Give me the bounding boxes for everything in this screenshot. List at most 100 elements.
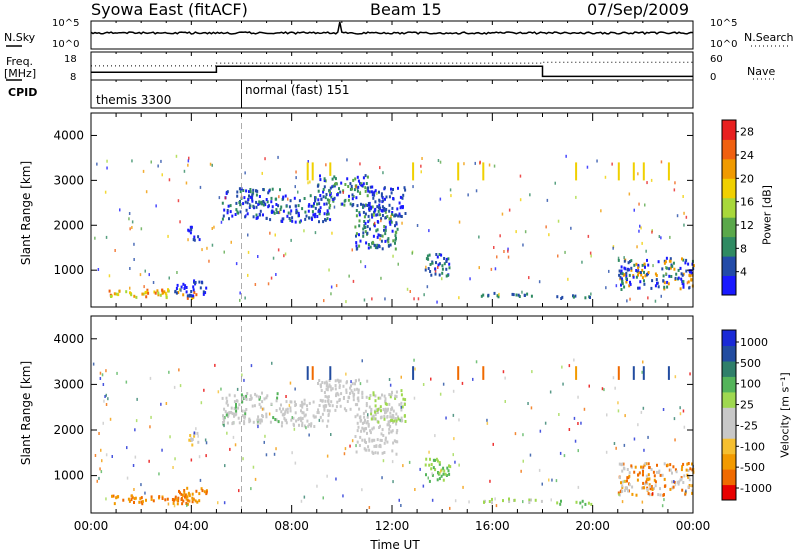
- power-cell: [590, 292, 592, 296]
- velocity-cell: [257, 415, 260, 419]
- power-cell: [129, 286, 131, 290]
- velocity-cell: [404, 398, 407, 402]
- power-cell: [378, 245, 381, 249]
- velocity-cell: [365, 402, 368, 405]
- power-ytick-label: 4000: [53, 128, 84, 142]
- power-cell: [354, 177, 357, 181]
- station-title: Syowa East (fitACF): [91, 0, 248, 19]
- power-cell: [441, 277, 443, 281]
- velocity-cell: [283, 412, 286, 416]
- velocity-cell: [606, 413, 608, 417]
- velocity-cell: [167, 502, 170, 506]
- velocity-streak: [306, 366, 309, 380]
- power-cell: [383, 186, 386, 190]
- power-cell: [538, 280, 541, 284]
- velocity-cell: [264, 434, 266, 438]
- power-cell: [663, 287, 666, 291]
- power-cell: [187, 163, 189, 167]
- power-streak: [617, 162, 620, 181]
- velocity-cell: [101, 373, 104, 377]
- velocity-cell: [393, 419, 396, 423]
- power-cell: [271, 187, 274, 191]
- velocity-cell: [443, 469, 446, 473]
- power-cell: [358, 233, 360, 237]
- velocity-cell: [691, 468, 694, 472]
- velocity-cell: [133, 497, 136, 501]
- velocity-cell: [285, 421, 288, 425]
- power-cell: [660, 160, 663, 164]
- power-cell: [627, 268, 630, 272]
- velocity-cell: [105, 369, 107, 373]
- power-cell: [297, 211, 300, 215]
- velocity-cell: [366, 431, 368, 435]
- power-cell: [252, 215, 255, 219]
- velocity-cell: [238, 421, 241, 425]
- power-cell: [251, 199, 254, 203]
- velocity-cell: [186, 503, 188, 507]
- velocity-cell: [323, 381, 326, 385]
- power-cell: [298, 220, 301, 224]
- power-cell: [366, 204, 369, 207]
- velocity-cell: [349, 407, 352, 411]
- power-cell: [394, 238, 397, 242]
- power-colorbar-segment: [722, 256, 736, 276]
- power-cell: [385, 195, 388, 199]
- velocity-cell: [387, 407, 390, 411]
- velocity-cell: [261, 400, 264, 404]
- power-cell: [600, 209, 602, 213]
- power-cell: [567, 277, 569, 281]
- velocity-cell: [384, 411, 386, 415]
- power-cell: [376, 243, 379, 247]
- power-cell: [391, 213, 393, 216]
- velocity-cell: [635, 493, 638, 497]
- power-cell: [682, 195, 684, 198]
- velocity-cell: [204, 438, 207, 442]
- power-cell: [399, 195, 402, 199]
- velocity-cell: [338, 384, 341, 388]
- velocity-cell: [186, 502, 189, 506]
- velocity-cell: [356, 387, 359, 391]
- velocity-cell: [555, 479, 558, 483]
- velocity-colorbar-segment: [722, 453, 736, 470]
- velocity-colorbar-tick-label: 1000: [740, 336, 768, 349]
- power-cell: [380, 209, 383, 213]
- power-cell: [658, 235, 661, 238]
- power-cell: [518, 295, 521, 298]
- power-cell: [368, 218, 371, 222]
- velocity-cell: [649, 484, 652, 488]
- velocity-cell: [226, 399, 229, 403]
- velocity-cell: [374, 399, 377, 403]
- velocity-cell: [504, 376, 506, 380]
- velocity-cell: [294, 411, 297, 415]
- power-cell: [628, 192, 631, 196]
- velocity-cell: [126, 446, 128, 450]
- velocity-cell: [381, 428, 384, 432]
- power-cell: [143, 285, 145, 289]
- velocity-cell: [680, 477, 683, 481]
- power-cell: [401, 196, 404, 200]
- freq-label: Freq.: [6, 55, 34, 68]
- velocity-cell: [224, 464, 226, 468]
- power-cell: [435, 261, 437, 265]
- power-cell: [395, 221, 398, 225]
- power-cell: [246, 212, 249, 216]
- power-cell: [524, 230, 527, 234]
- velocity-cell: [386, 423, 389, 427]
- velocity-cell: [403, 402, 406, 406]
- power-cell: [326, 212, 328, 216]
- velocity-cell: [577, 395, 579, 399]
- power-cell: [359, 162, 361, 166]
- velocity-cell: [674, 483, 677, 487]
- power-cell: [427, 267, 430, 270]
- velocity-cell: [396, 429, 399, 432]
- power-cell: [174, 289, 177, 293]
- velocity-cell: [377, 420, 380, 424]
- velocity-cell: [458, 418, 460, 422]
- velocity-cell: [140, 500, 143, 504]
- velocity-cell: [540, 499, 543, 503]
- velocity-cell: [237, 416, 240, 420]
- velocity-cell: [541, 482, 543, 486]
- power-cell: [367, 203, 370, 207]
- power-cell: [351, 193, 354, 197]
- velocity-cell: [331, 404, 334, 408]
